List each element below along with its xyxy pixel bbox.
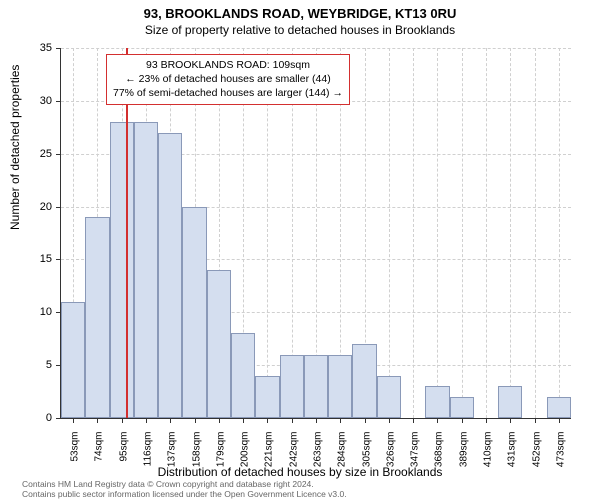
histogram-bar <box>498 386 522 418</box>
footer-attribution: Contains HM Land Registry data © Crown c… <box>22 480 347 500</box>
x-tick-label: 221sqm <box>264 432 275 482</box>
x-tick <box>559 418 560 423</box>
gridline-v <box>559 48 560 418</box>
x-tick <box>73 418 74 423</box>
gridline-v <box>486 48 487 418</box>
y-tick-label: 30 <box>0 95 52 107</box>
gridline-v <box>389 48 390 418</box>
annotation-line-1: 93 BROOKLANDS ROAD: 109sqm <box>113 58 343 72</box>
chart-container: 93, BROOKLANDS ROAD, WEYBRIDGE, KT13 0RU… <box>0 0 600 500</box>
y-tick-label: 35 <box>0 42 52 54</box>
x-tick <box>389 418 390 423</box>
x-tick-label: 389sqm <box>458 432 469 482</box>
x-tick-label: 431sqm <box>507 432 518 482</box>
y-tick <box>56 207 61 208</box>
x-tick-label: 137sqm <box>167 432 178 482</box>
histogram-bar <box>207 270 231 418</box>
x-tick <box>510 418 511 423</box>
histogram-bar <box>231 333 255 418</box>
x-tick <box>243 418 244 423</box>
chart-title: 93, BROOKLANDS ROAD, WEYBRIDGE, KT13 0RU <box>0 0 600 21</box>
histogram-bar <box>182 207 206 418</box>
gridline-v <box>535 48 536 418</box>
histogram-bar <box>377 376 401 418</box>
histogram-bar <box>352 344 376 418</box>
x-tick-label: 158sqm <box>191 432 202 482</box>
annotation-line-2: ← 23% of detached houses are smaller (44… <box>113 72 343 86</box>
x-tick-label: 53sqm <box>70 432 81 482</box>
x-tick-label: 179sqm <box>215 432 226 482</box>
x-tick-label: 242sqm <box>288 432 299 482</box>
x-tick <box>316 418 317 423</box>
y-tick-label: 20 <box>0 201 52 213</box>
x-tick <box>437 418 438 423</box>
y-tick <box>56 259 61 260</box>
x-tick-label: 263sqm <box>313 432 324 482</box>
histogram-bar <box>328 355 352 418</box>
gridline-v <box>437 48 438 418</box>
annotation-box: 93 BROOKLANDS ROAD: 109sqm ← 23% of deta… <box>106 54 350 105</box>
histogram-bar <box>304 355 328 418</box>
x-tick <box>146 418 147 423</box>
y-tick-label: 0 <box>0 412 52 424</box>
x-tick <box>170 418 171 423</box>
y-tick <box>56 48 61 49</box>
x-tick <box>292 418 293 423</box>
histogram-bar <box>255 376 279 418</box>
y-tick <box>56 101 61 102</box>
histogram-bar <box>61 302 85 418</box>
x-tick <box>219 418 220 423</box>
y-tick <box>56 418 61 419</box>
x-tick <box>122 418 123 423</box>
x-tick <box>267 418 268 423</box>
y-tick-label: 15 <box>0 253 52 265</box>
annotation-line-3: 77% of semi-detached houses are larger (… <box>113 86 343 100</box>
x-tick <box>535 418 536 423</box>
x-tick-label: 347sqm <box>410 432 421 482</box>
x-tick <box>195 418 196 423</box>
x-tick-label: 473sqm <box>555 432 566 482</box>
chart-area: 93 BROOKLANDS ROAD: 109sqm ← 23% of deta… <box>60 48 570 418</box>
histogram-bar <box>158 133 182 418</box>
histogram-bar <box>110 122 134 418</box>
x-tick-label: 116sqm <box>143 432 154 482</box>
x-tick-label: 284sqm <box>337 432 348 482</box>
histogram-bar <box>450 397 474 418</box>
gridline-v <box>510 48 511 418</box>
histogram-bar <box>280 355 304 418</box>
y-tick-label: 25 <box>0 148 52 160</box>
gridline-v <box>462 48 463 418</box>
x-tick <box>486 418 487 423</box>
footer-line-2: Contains public sector information licen… <box>22 490 347 500</box>
x-tick-label: 305sqm <box>361 432 372 482</box>
histogram-bar <box>425 386 449 418</box>
y-tick-label: 10 <box>0 306 52 318</box>
x-tick <box>413 418 414 423</box>
x-tick <box>365 418 366 423</box>
x-tick-label: 95sqm <box>118 432 129 482</box>
y-tick <box>56 154 61 155</box>
x-tick-label: 326sqm <box>385 432 396 482</box>
x-tick <box>340 418 341 423</box>
x-tick <box>462 418 463 423</box>
gridline-v <box>413 48 414 418</box>
x-tick-label: 200sqm <box>240 432 251 482</box>
chart-subtitle: Size of property relative to detached ho… <box>0 21 600 37</box>
x-tick <box>97 418 98 423</box>
x-tick-label: 368sqm <box>434 432 445 482</box>
y-tick-label: 5 <box>0 359 52 371</box>
histogram-bar <box>85 217 109 418</box>
x-tick-label: 74sqm <box>94 432 105 482</box>
x-tick-label: 452sqm <box>531 432 542 482</box>
x-tick-label: 410sqm <box>483 432 494 482</box>
histogram-bar <box>134 122 158 418</box>
histogram-bar <box>547 397 571 418</box>
